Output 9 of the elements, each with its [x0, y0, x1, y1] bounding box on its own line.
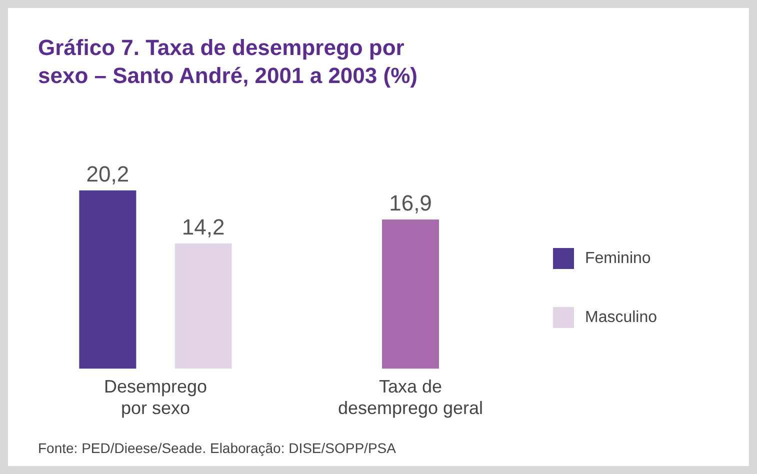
source-note: Fonte: PED/Dieese/Seade. Elaboração: DISE/SOPP/PSA: [38, 440, 396, 456]
chart-title: Gráfico 7. Taxa de desemprego por sexo – Santo André, 2001 a 2003 (%): [38, 34, 418, 90]
x-tick-label: Desemprego por sexo: [104, 376, 208, 418]
legend-label: Feminino: [585, 250, 651, 268]
data-label: 20,2: [86, 161, 130, 186]
x-tick-label: Taxa de desemprego geral: [338, 376, 484, 418]
legend-label: Masculino: [585, 308, 658, 326]
data-label: 14,2: [182, 214, 225, 240]
data-label: 16,9: [389, 190, 432, 216]
